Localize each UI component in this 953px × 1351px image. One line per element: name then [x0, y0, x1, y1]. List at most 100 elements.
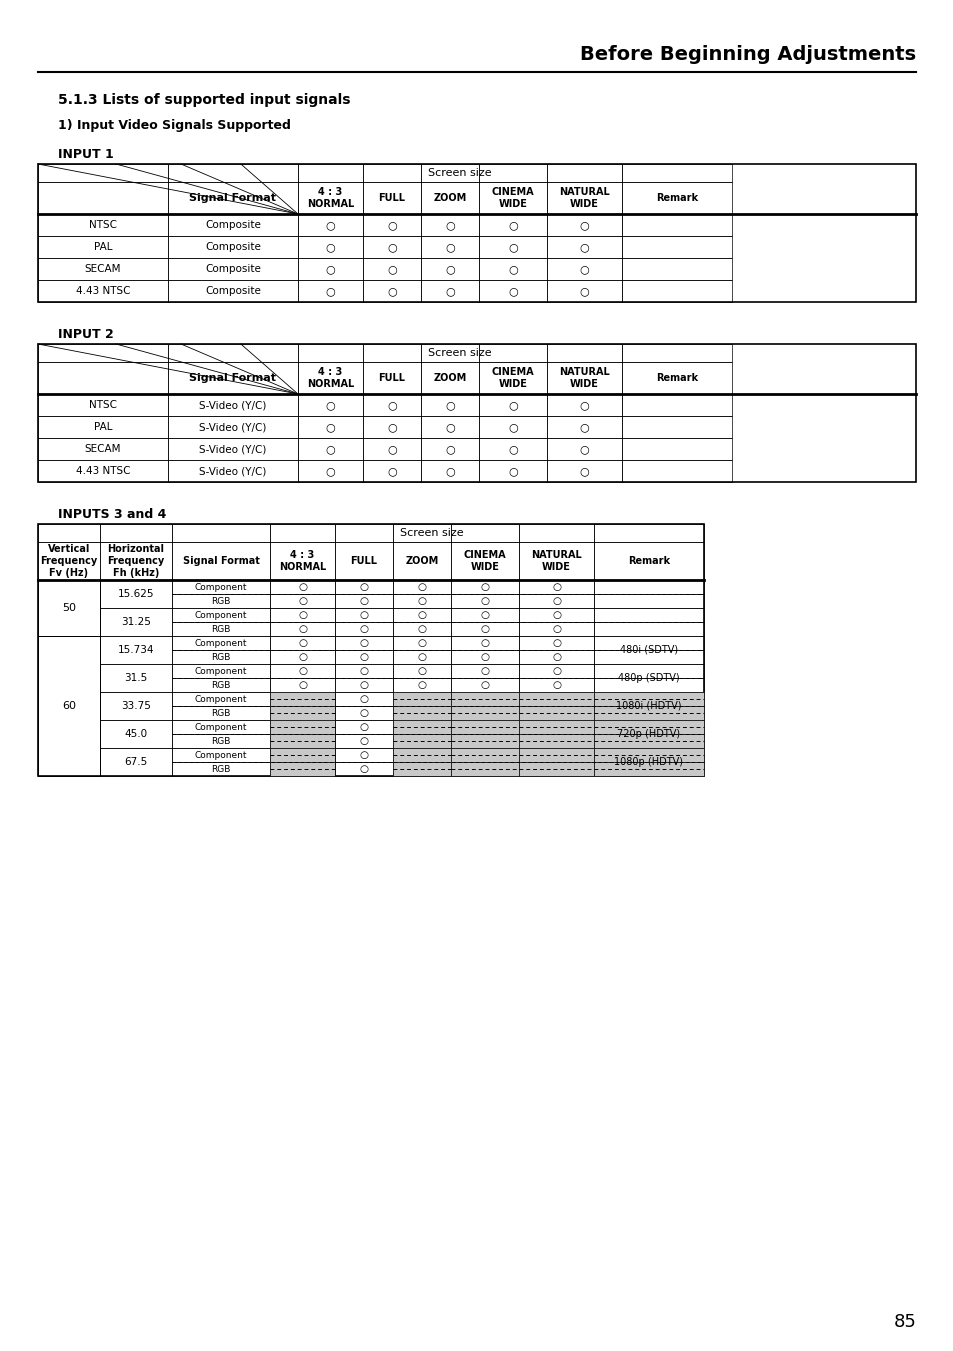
Bar: [621, 280, 731, 303]
Bar: [363, 416, 420, 438]
Text: ○: ○: [579, 400, 589, 409]
Bar: [38, 542, 100, 580]
Text: Vertical
Frequency
Fv (Hz): Vertical Frequency Fv (Hz): [40, 544, 97, 578]
Bar: [420, 416, 478, 438]
Bar: [420, 362, 478, 394]
Text: ○: ○: [445, 242, 455, 253]
Text: ○: ○: [445, 444, 455, 454]
Text: ○: ○: [325, 242, 335, 253]
Text: 4.43 NTSC: 4.43 NTSC: [75, 286, 131, 296]
Text: ○: ○: [480, 624, 489, 634]
Bar: [621, 163, 731, 182]
Bar: [546, 416, 621, 438]
Bar: [393, 524, 451, 542]
Bar: [621, 213, 731, 236]
Bar: [594, 621, 703, 636]
Bar: [270, 720, 335, 734]
Text: ○: ○: [480, 582, 489, 592]
Text: 33.75: 33.75: [121, 701, 151, 711]
Text: Remark: Remark: [627, 557, 669, 566]
Bar: [451, 748, 518, 762]
Text: SECAM: SECAM: [85, 444, 121, 454]
Bar: [518, 524, 594, 542]
Bar: [621, 362, 731, 394]
Text: Horizontal
Frequency
Fh (kHz): Horizontal Frequency Fh (kHz): [108, 544, 165, 578]
Bar: [621, 459, 731, 482]
Text: NTSC: NTSC: [89, 220, 117, 230]
Text: ZOOM: ZOOM: [433, 373, 466, 382]
Text: 720p (HDTV): 720p (HDTV): [617, 730, 679, 739]
Text: 31.5: 31.5: [124, 673, 148, 684]
Bar: [100, 748, 172, 775]
Bar: [518, 636, 594, 650]
Bar: [335, 621, 393, 636]
Bar: [451, 621, 518, 636]
Text: 50: 50: [62, 603, 76, 613]
Bar: [335, 650, 393, 663]
Bar: [168, 280, 297, 303]
Bar: [546, 258, 621, 280]
Bar: [100, 663, 172, 692]
Bar: [100, 608, 172, 636]
Bar: [393, 692, 451, 707]
Bar: [451, 580, 518, 594]
Text: ○: ○: [297, 582, 307, 592]
Text: ○: ○: [445, 220, 455, 230]
Text: ○: ○: [508, 286, 517, 296]
Text: RGB: RGB: [212, 708, 231, 717]
Text: ○: ○: [480, 596, 489, 607]
Text: Remark: Remark: [656, 193, 698, 203]
Bar: [518, 542, 594, 580]
Bar: [38, 182, 168, 213]
Bar: [335, 720, 393, 734]
Text: ○: ○: [387, 286, 396, 296]
Text: ○: ○: [387, 242, 396, 253]
Bar: [168, 438, 297, 459]
Text: 67.5: 67.5: [124, 757, 148, 767]
Bar: [335, 594, 393, 608]
Bar: [518, 608, 594, 621]
Bar: [38, 163, 168, 182]
Bar: [172, 608, 270, 621]
Bar: [546, 182, 621, 213]
Text: ○: ○: [359, 666, 368, 676]
Bar: [393, 762, 451, 775]
Bar: [451, 762, 518, 775]
Bar: [393, 663, 451, 678]
Bar: [270, 524, 335, 542]
Bar: [168, 182, 297, 213]
Text: RGB: RGB: [212, 681, 231, 689]
Bar: [172, 636, 270, 650]
Bar: [393, 594, 451, 608]
Bar: [270, 650, 335, 663]
Text: Composite: Composite: [205, 263, 261, 274]
Text: ○: ○: [417, 611, 426, 620]
Text: Component: Component: [194, 694, 247, 704]
Text: 85: 85: [893, 1313, 916, 1331]
Bar: [546, 236, 621, 258]
Text: PAL: PAL: [93, 422, 112, 432]
Bar: [363, 394, 420, 416]
Bar: [420, 345, 478, 362]
Bar: [478, 394, 546, 416]
Bar: [100, 542, 172, 580]
Bar: [393, 748, 451, 762]
Bar: [335, 580, 393, 594]
Text: ○: ○: [325, 286, 335, 296]
Text: ○: ○: [579, 242, 589, 253]
Text: Screen size: Screen size: [428, 168, 492, 178]
Text: ○: ○: [387, 444, 396, 454]
Text: ○: ○: [387, 400, 396, 409]
Bar: [451, 692, 518, 707]
Text: ○: ○: [297, 638, 307, 648]
Text: Component: Component: [194, 666, 247, 676]
Bar: [393, 580, 451, 594]
Bar: [172, 734, 270, 748]
Text: ○: ○: [417, 624, 426, 634]
Bar: [478, 362, 546, 394]
Bar: [594, 762, 703, 775]
Bar: [594, 580, 703, 594]
Bar: [297, 362, 363, 394]
Bar: [546, 163, 621, 182]
Bar: [335, 542, 393, 580]
